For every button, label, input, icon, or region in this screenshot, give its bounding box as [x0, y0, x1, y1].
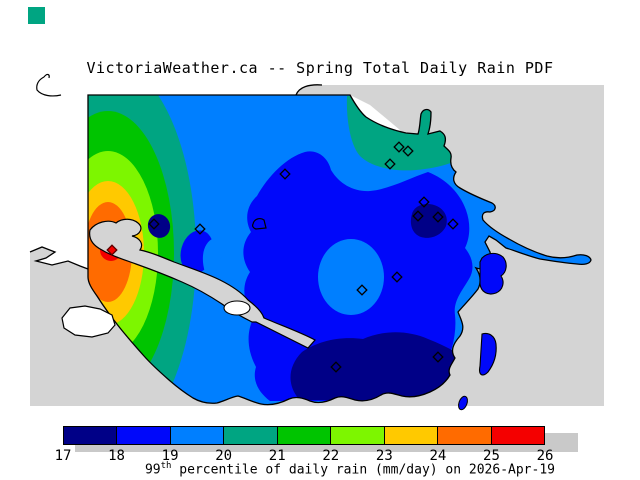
station-marker — [402, 145, 414, 157]
coastline-northeast — [295, 84, 323, 96]
colorbar-segment — [64, 427, 118, 444]
corner-color-swatch — [28, 7, 45, 24]
bay-pocket — [61, 305, 116, 338]
station-marker — [432, 351, 444, 363]
colorbar-tick-label: 22 — [322, 448, 340, 464]
colorbar-tick-label: 23 — [375, 448, 393, 464]
colorbar-tick-label: 21 — [268, 448, 286, 464]
station-marker — [418, 196, 430, 208]
station-marker — [356, 284, 368, 296]
colorbar-tick-label: 26 — [536, 448, 554, 464]
station-marker — [447, 218, 459, 230]
small-contour-outline — [252, 218, 267, 230]
colorbar — [63, 426, 545, 445]
station-layer — [106, 141, 459, 373]
station-marker — [432, 211, 444, 223]
lagoon-coastline-arc — [36, 73, 62, 97]
colorbar-segment — [491, 427, 544, 444]
colorbar-tick-label: 25 — [483, 448, 500, 464]
station-marker — [279, 168, 291, 180]
station-marker — [391, 271, 403, 283]
station-marker — [412, 210, 424, 222]
colorbar-segment — [170, 427, 225, 444]
colorbar-segment — [384, 427, 439, 444]
caption-ordinal: th — [160, 461, 172, 471]
caption-text: percentile of daily rain (mm/day) on 202… — [171, 462, 555, 478]
colorbar-segment — [331, 427, 385, 444]
station-marker — [148, 218, 160, 230]
caption-number: 99 — [144, 462, 161, 478]
station-marker — [194, 223, 206, 235]
chart-title: VictoriaWeather.ca -- Spring Total Daily… — [86, 59, 554, 77]
harbour-inlet-pocket — [223, 300, 251, 316]
colorbar-tick-label: 24 — [429, 448, 447, 464]
islet-shape — [458, 395, 468, 411]
colorbar-tick-label: 19 — [161, 448, 179, 464]
coastline-southwest — [29, 246, 89, 270]
colorbar-segment — [277, 427, 332, 444]
colorbar-tick-label: 17 — [54, 448, 72, 464]
station-marker — [393, 141, 405, 153]
colorbar-caption: 99th percentile of daily rain (mm/day) o… — [120, 461, 580, 477]
island-shape — [479, 252, 507, 295]
harbour-channel — [89, 218, 316, 349]
station-marker — [106, 244, 118, 256]
colorbar-segment — [224, 427, 278, 444]
station-marker — [384, 158, 396, 170]
colorbar-segment — [438, 427, 492, 444]
colorbar-tick-label: 18 — [108, 448, 125, 464]
colorbar-segment — [117, 427, 171, 444]
colorbar-tick-label: 20 — [215, 448, 233, 464]
station-marker — [330, 361, 342, 373]
island-shape — [479, 332, 497, 376]
